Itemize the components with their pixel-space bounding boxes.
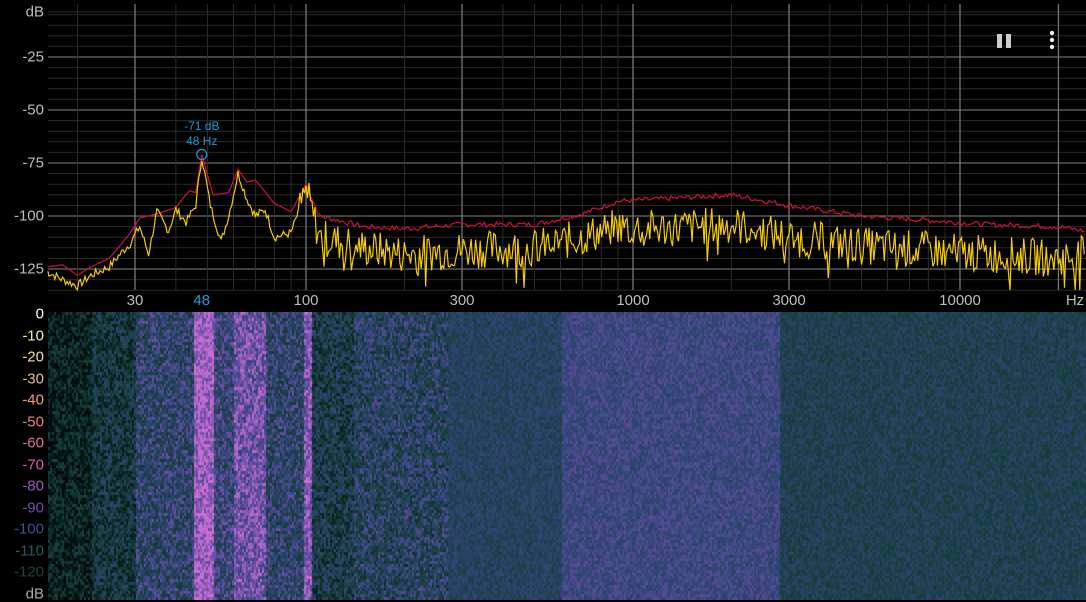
y-axis-unit: dB bbox=[25, 3, 44, 21]
color-scale-label: -50 bbox=[22, 413, 44, 430]
y-tick-label: -100 bbox=[13, 207, 44, 225]
color-scale-label: -30 bbox=[22, 370, 44, 387]
spectrum-svg bbox=[47, 4, 1086, 292]
pause-button[interactable] bbox=[993, 30, 1017, 52]
y-tick-label: -75 bbox=[22, 154, 44, 172]
x-tick-label: 3000 bbox=[772, 292, 806, 309]
color-scale-label: -40 bbox=[22, 391, 44, 409]
y-tick-label: -25 bbox=[22, 48, 44, 66]
peak-hz: 48 Hz bbox=[186, 133, 218, 148]
color-scale-label: -120 bbox=[13, 563, 44, 581]
color-scale-label: -90 bbox=[22, 499, 44, 516]
spectrum-plot[interactable]: -25 -50 -75 -100 -125 dB 30 100 300 1000 3000 100… bbox=[0, 0, 1086, 312]
x-tick-label: 1000 bbox=[616, 292, 650, 309]
color-scale-label: dB bbox=[25, 585, 44, 602]
x-tick-label: 300 bbox=[449, 292, 475, 309]
color-scale-label: -80 bbox=[22, 477, 44, 495]
y-tick-label: -50 bbox=[22, 101, 44, 119]
x-tick-label: 10000 bbox=[939, 292, 981, 309]
more-vert-icon bbox=[1049, 30, 1055, 50]
color-scale-label: 0 bbox=[35, 305, 44, 323]
peak-hold-trace bbox=[47, 154, 1085, 277]
color-scale-label: -60 bbox=[22, 434, 44, 452]
peak-frequency-axis-label: 48 bbox=[193, 292, 211, 309]
x-tick-label: 100 bbox=[293, 292, 319, 309]
color-scale-label: -20 bbox=[22, 348, 44, 366]
y-tick-label: -125 bbox=[13, 260, 44, 278]
spectrogram bbox=[48, 312, 1086, 600]
x-tick-label: 30 bbox=[126, 292, 144, 309]
peak-marker bbox=[196, 148, 208, 161]
live-trace bbox=[47, 160, 1085, 292]
more-options-button[interactable] bbox=[1040, 30, 1064, 52]
x-axis-unit: Hz bbox=[1065, 292, 1085, 309]
peak-label: -71 dB 48 Hz bbox=[184, 119, 219, 149]
color-scale-label: -110 bbox=[15, 542, 44, 559]
color-scale-label: -100 bbox=[13, 520, 44, 538]
color-scale-label: -10 bbox=[22, 327, 44, 344]
pause-icon bbox=[997, 34, 1011, 48]
color-scale-label: -70 bbox=[22, 456, 44, 473]
peak-db: -71 dB bbox=[184, 118, 220, 133]
